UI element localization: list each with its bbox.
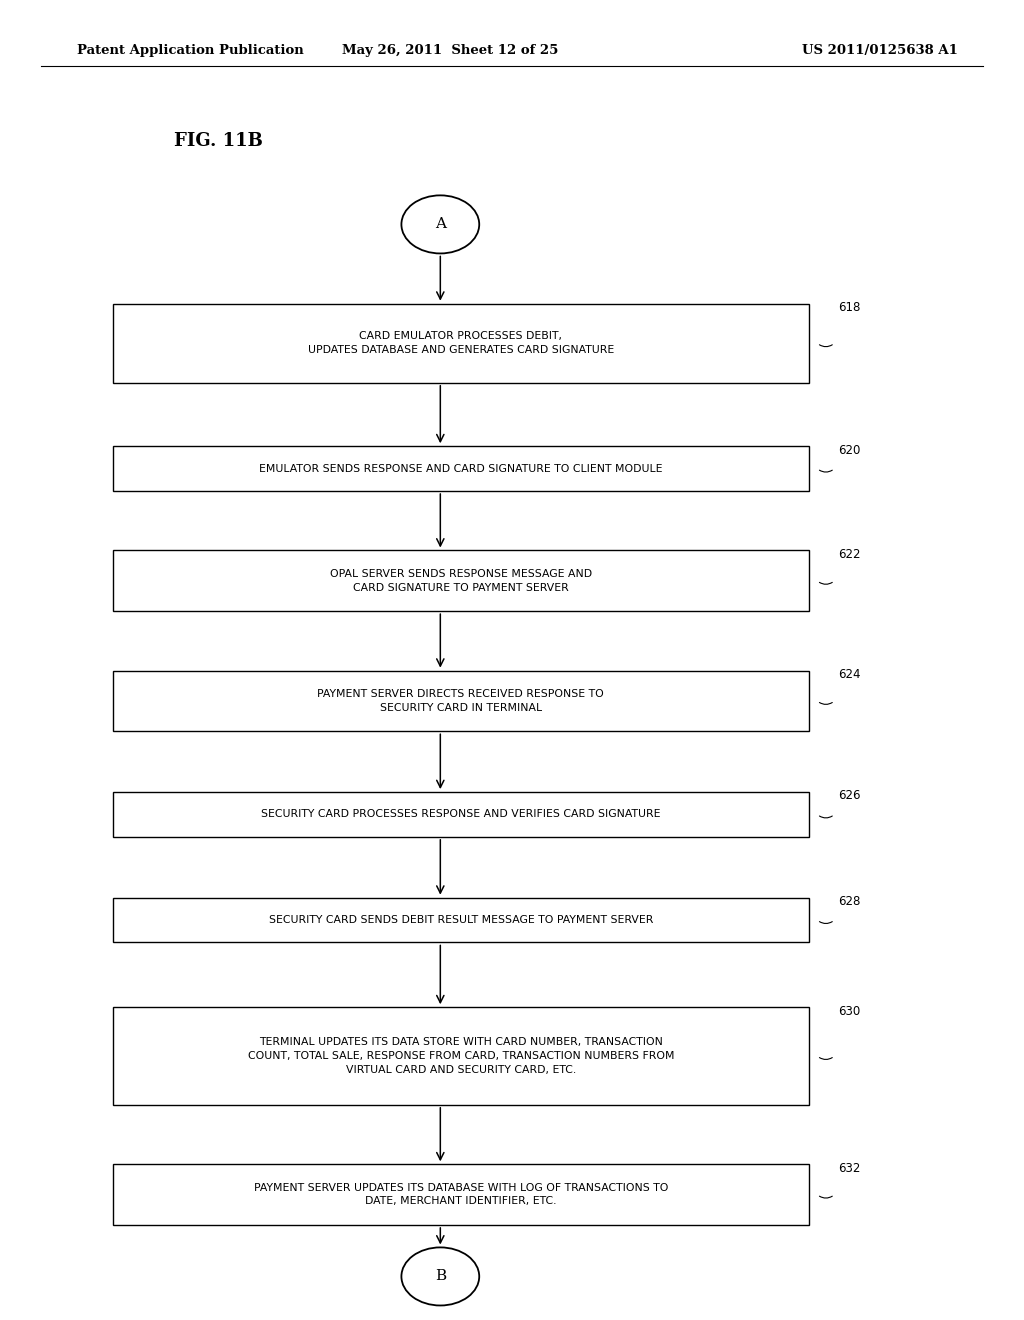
FancyBboxPatch shape xyxy=(113,1164,809,1225)
FancyBboxPatch shape xyxy=(113,792,809,837)
Text: 626: 626 xyxy=(838,789,860,803)
FancyBboxPatch shape xyxy=(113,898,809,942)
Text: US 2011/0125638 A1: US 2011/0125638 A1 xyxy=(802,44,957,57)
Text: 628: 628 xyxy=(838,895,860,908)
Text: 618: 618 xyxy=(838,301,860,314)
Ellipse shape xyxy=(401,195,479,253)
Text: 624: 624 xyxy=(838,668,860,681)
FancyBboxPatch shape xyxy=(113,671,809,731)
Text: B: B xyxy=(435,1270,445,1283)
Ellipse shape xyxy=(401,1247,479,1305)
Text: FIG. 11B: FIG. 11B xyxy=(174,132,263,150)
Text: 630: 630 xyxy=(838,1005,860,1018)
Text: TERMINAL UPDATES ITS DATA STORE WITH CARD NUMBER, TRANSACTION
COUNT, TOTAL SALE,: TERMINAL UPDATES ITS DATA STORE WITH CAR… xyxy=(248,1038,674,1074)
FancyBboxPatch shape xyxy=(113,1007,809,1105)
Text: Patent Application Publication: Patent Application Publication xyxy=(77,44,303,57)
Text: A: A xyxy=(435,218,445,231)
Text: 622: 622 xyxy=(838,548,860,561)
Text: PAYMENT SERVER UPDATES ITS DATABASE WITH LOG OF TRANSACTIONS TO
DATE, MERCHANT I: PAYMENT SERVER UPDATES ITS DATABASE WITH… xyxy=(254,1183,668,1206)
Text: SECURITY CARD PROCESSES RESPONSE AND VERIFIES CARD SIGNATURE: SECURITY CARD PROCESSES RESPONSE AND VER… xyxy=(261,809,660,820)
Text: OPAL SERVER SENDS RESPONSE MESSAGE AND
CARD SIGNATURE TO PAYMENT SERVER: OPAL SERVER SENDS RESPONSE MESSAGE AND C… xyxy=(330,569,592,593)
Text: SECURITY CARD SENDS DEBIT RESULT MESSAGE TO PAYMENT SERVER: SECURITY CARD SENDS DEBIT RESULT MESSAGE… xyxy=(268,915,653,925)
Text: 632: 632 xyxy=(838,1162,860,1175)
Text: 620: 620 xyxy=(838,444,860,457)
Text: CARD EMULATOR PROCESSES DEBIT,
UPDATES DATABASE AND GENERATES CARD SIGNATURE: CARD EMULATOR PROCESSES DEBIT, UPDATES D… xyxy=(307,331,614,355)
Text: PAYMENT SERVER DIRECTS RECEIVED RESPONSE TO
SECURITY CARD IN TERMINAL: PAYMENT SERVER DIRECTS RECEIVED RESPONSE… xyxy=(317,689,604,713)
FancyBboxPatch shape xyxy=(113,446,809,491)
Text: EMULATOR SENDS RESPONSE AND CARD SIGNATURE TO CLIENT MODULE: EMULATOR SENDS RESPONSE AND CARD SIGNATU… xyxy=(259,463,663,474)
FancyBboxPatch shape xyxy=(113,304,809,383)
Text: May 26, 2011  Sheet 12 of 25: May 26, 2011 Sheet 12 of 25 xyxy=(342,44,559,57)
FancyBboxPatch shape xyxy=(113,550,809,611)
